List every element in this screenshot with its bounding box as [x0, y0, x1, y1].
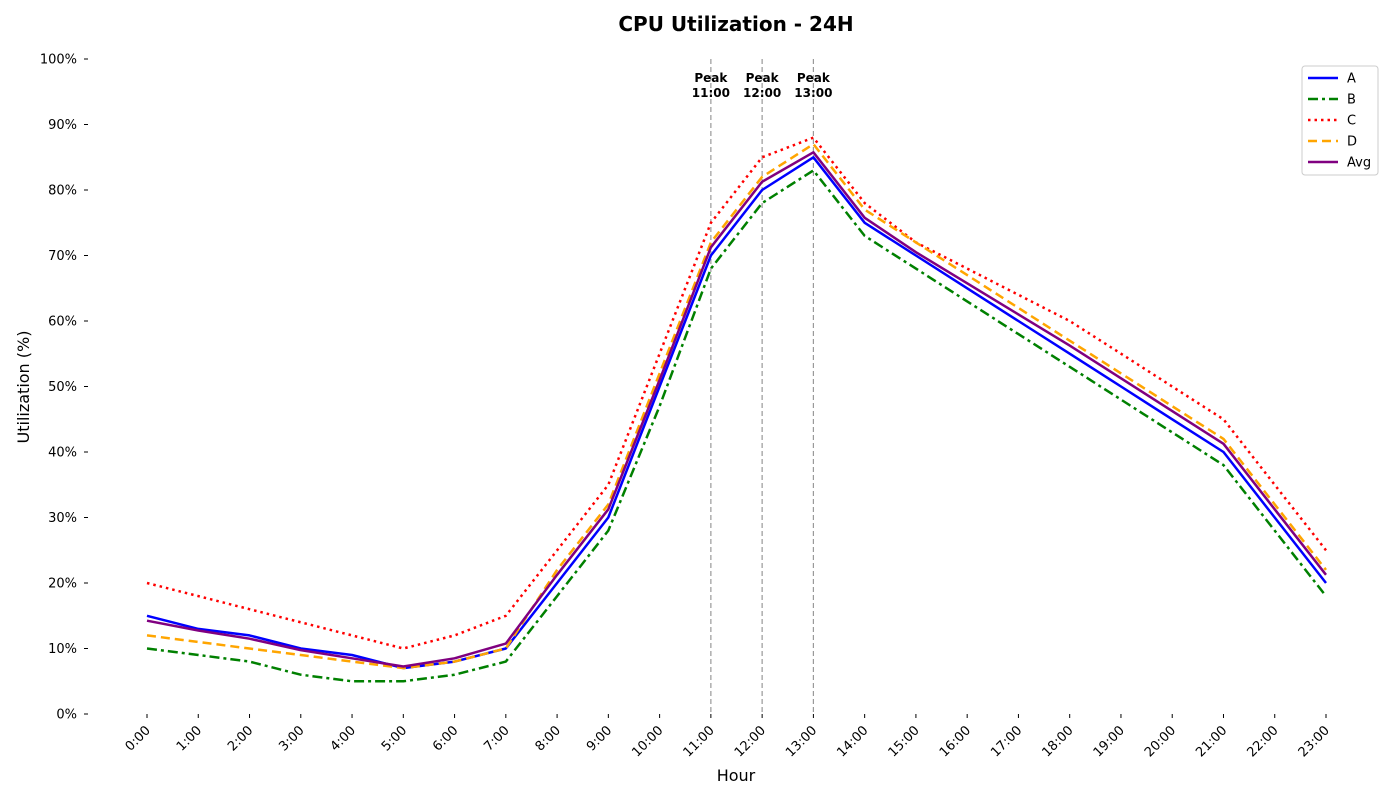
x-tick-label: 1:00	[174, 723, 205, 754]
x-tick-label: 13:00	[783, 723, 820, 760]
x-tick-label: 0:00	[123, 723, 154, 754]
x-tick-label: 12:00	[732, 723, 769, 760]
x-tick-label: 16:00	[937, 723, 974, 760]
legend-label: C	[1347, 114, 1356, 129]
peak-label-hour: 12:00	[743, 86, 781, 100]
legend-label: A	[1347, 72, 1356, 87]
x-tick-label: 5:00	[379, 723, 410, 754]
peak-label: Peak	[797, 71, 831, 85]
legend-label: D	[1347, 135, 1357, 150]
y-tick-label: 0%	[56, 708, 77, 723]
y-tick-label: 50%	[48, 380, 77, 395]
series-line-b	[146, 169, 1327, 683]
y-tick-label: 20%	[48, 577, 77, 592]
y-tick-label: 100%	[40, 53, 77, 68]
y-tick-label: 90%	[48, 118, 77, 133]
x-tick-label: 22:00	[1244, 723, 1281, 760]
series-line-avg	[146, 151, 1327, 668]
y-tick-label: 10%	[48, 642, 77, 657]
legend-label: B	[1347, 93, 1356, 108]
chart-title: CPU Utilization - 24H	[618, 12, 853, 36]
peak-label: Peak	[694, 71, 728, 85]
x-tick-label: 10:00	[629, 723, 666, 760]
legend-box	[1301, 65, 1379, 176]
series-line-c	[146, 136, 1327, 650]
y-tick-label: 80%	[48, 184, 77, 199]
peak-label-hour: 11:00	[692, 86, 730, 100]
y-tick-label: 70%	[48, 249, 77, 264]
y-axis-label: Utilization (%)	[14, 331, 33, 444]
x-tick-label: 8:00	[533, 723, 564, 754]
y-tick-label: 30%	[48, 511, 77, 526]
legend-label: Avg	[1347, 156, 1371, 171]
x-tick-label: 20:00	[1142, 723, 1179, 760]
x-tick-label: 14:00	[834, 723, 871, 760]
x-tick-label: 2:00	[225, 723, 256, 754]
x-tick-label: 7:00	[481, 723, 512, 754]
x-tick-label: 9:00	[584, 723, 615, 754]
plot-area: 0% 10% 20% 30% 40% 50% 60% 70% 80% 90% 100% 0:00 1:0…	[40, 53, 1333, 761]
x-tick-label: 21:00	[1193, 723, 1230, 760]
x-tick-label: 17:00	[988, 723, 1025, 760]
x-tick-label: 23:00	[1296, 723, 1333, 760]
x-tick-label: 4:00	[328, 723, 359, 754]
x-axis-label: Hour	[717, 766, 756, 785]
peak-label-hour: 13:00	[794, 86, 832, 100]
y-tick-label: 40%	[48, 446, 77, 461]
series-line-d	[146, 142, 1327, 670]
y-tick-label: 60%	[48, 315, 77, 330]
x-tick-label: 19:00	[1091, 723, 1128, 760]
x-tick-label: 6:00	[430, 723, 461, 754]
x-tick-label: 15:00	[886, 723, 923, 760]
x-tick-label: 3:00	[276, 723, 307, 754]
x-tick-label: 11:00	[681, 723, 718, 760]
series-line-a	[146, 156, 1327, 670]
peak-label: Peak	[746, 71, 780, 85]
x-tick-label: 18:00	[1039, 723, 1076, 760]
